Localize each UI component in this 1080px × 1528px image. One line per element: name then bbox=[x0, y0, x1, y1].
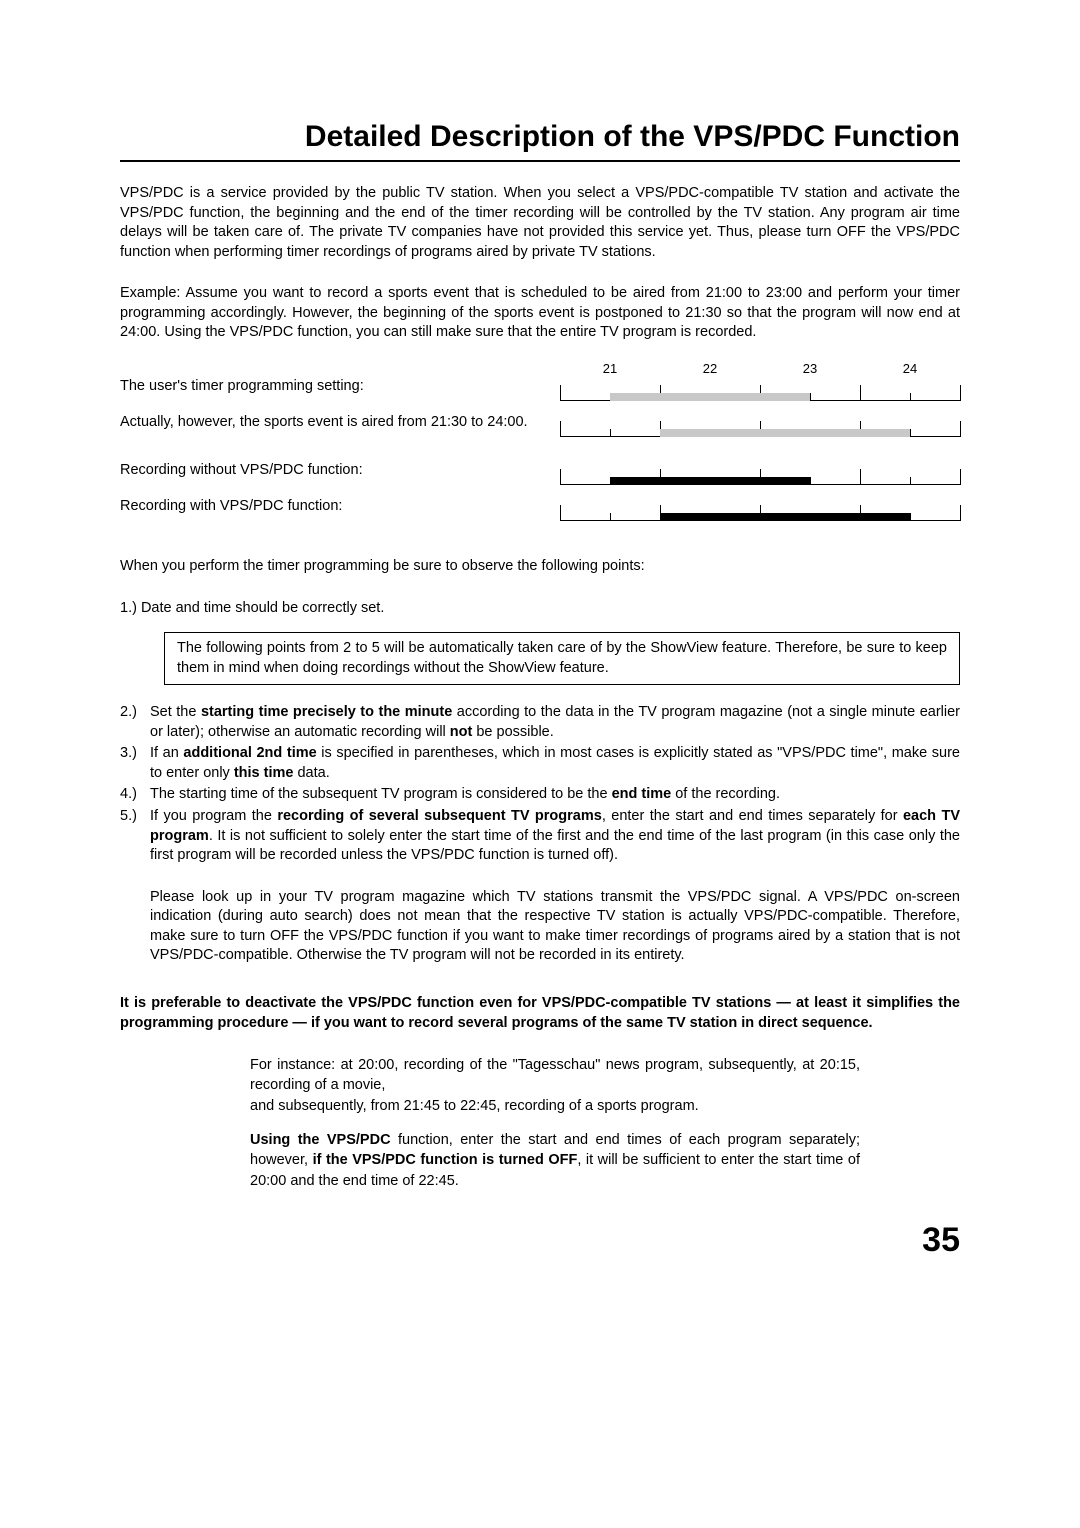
note-box: The following points from 2 to 5 will be… bbox=[164, 632, 960, 685]
timeline-row bbox=[560, 413, 960, 453]
point-item: 2.)Set the starting time precisely to th… bbox=[120, 703, 960, 742]
timeline-row bbox=[560, 377, 960, 405]
timeline-bar bbox=[660, 429, 910, 437]
axis-label: 24 bbox=[903, 361, 917, 376]
timeline-chart: 21 22 23 24 bbox=[560, 361, 960, 533]
point-body: If you program the recording of several … bbox=[150, 807, 960, 866]
point-item: 4.)The starting time of the subsequent T… bbox=[120, 785, 960, 805]
timeline-row bbox=[560, 497, 960, 525]
point-1: 1.) Date and time should be correctly se… bbox=[120, 599, 960, 619]
axis-label: 21 bbox=[603, 361, 617, 376]
point-item: 5.)If you program the recording of sever… bbox=[120, 807, 960, 866]
timeline-axis: 21 22 23 24 bbox=[560, 361, 960, 377]
timeline-block: The user's timer programming setting: Act… bbox=[120, 361, 960, 533]
point-num: 3.) bbox=[120, 744, 150, 783]
axis-label: 23 bbox=[803, 361, 817, 376]
example-block: For instance: at 20:00, recording of the… bbox=[250, 1055, 860, 1191]
point-body: The starting time of the subsequent TV p… bbox=[150, 785, 960, 805]
example-paragraph: Example: Assume you want to record a spo… bbox=[120, 284, 960, 343]
example-line-2: and subsequently, from 21:45 to 22:45, r… bbox=[250, 1098, 699, 1114]
point-num: 2.) bbox=[120, 703, 150, 742]
observe-text: When you perform the timer programming b… bbox=[120, 557, 960, 577]
point-body: Set the starting time precisely to the m… bbox=[150, 703, 960, 742]
point-1-num: 1.) bbox=[120, 600, 137, 616]
timeline-row-label: Actually, however, the sports event is a… bbox=[120, 413, 540, 453]
timeline-row-label: Recording without VPS/PDC function: bbox=[120, 461, 540, 489]
point-num: 4.) bbox=[120, 785, 150, 805]
point-item: 3.)If an additional 2nd time is specifie… bbox=[120, 744, 960, 783]
example-line-1: For instance: at 20:00, recording of the… bbox=[250, 1057, 860, 1093]
manual-page: Detailed Description of the VPS/PDC Func… bbox=[0, 0, 1080, 1320]
points-list: 2.)Set the starting time precisely to th… bbox=[120, 703, 960, 866]
eg3-bold-2: if the VPS/PDC function is turned OFF bbox=[313, 1152, 578, 1168]
timeline-bar bbox=[610, 477, 810, 485]
preferable-paragraph: It is preferable to deactivate the VPS/P… bbox=[120, 994, 960, 1033]
lookup-paragraph: Please look up in your TV program magazi… bbox=[150, 888, 960, 966]
timeline-row-label: Recording with VPS/PDC function: bbox=[120, 497, 540, 525]
intro-paragraph: VPS/PDC is a service provided by the pub… bbox=[120, 184, 960, 262]
page-title: Detailed Description of the VPS/PDC Func… bbox=[120, 120, 960, 162]
timeline-row bbox=[560, 461, 960, 489]
example-line-3: Using the VPS/PDC function, enter the st… bbox=[250, 1130, 860, 1191]
timeline-labels: The user's timer programming setting: Act… bbox=[120, 361, 540, 533]
timeline-bar bbox=[610, 393, 810, 401]
eg3-bold-1: Using the VPS/PDC bbox=[250, 1132, 391, 1148]
point-body: If an additional 2nd time is specified i… bbox=[150, 744, 960, 783]
point-1-text: Date and time should be correctly set. bbox=[141, 600, 384, 616]
page-number: 35 bbox=[120, 1221, 960, 1260]
axis-label: 22 bbox=[703, 361, 717, 376]
timeline-bar bbox=[660, 513, 910, 521]
point-num: 5.) bbox=[120, 807, 150, 866]
timeline-row-label: The user's timer programming setting: bbox=[120, 377, 540, 405]
